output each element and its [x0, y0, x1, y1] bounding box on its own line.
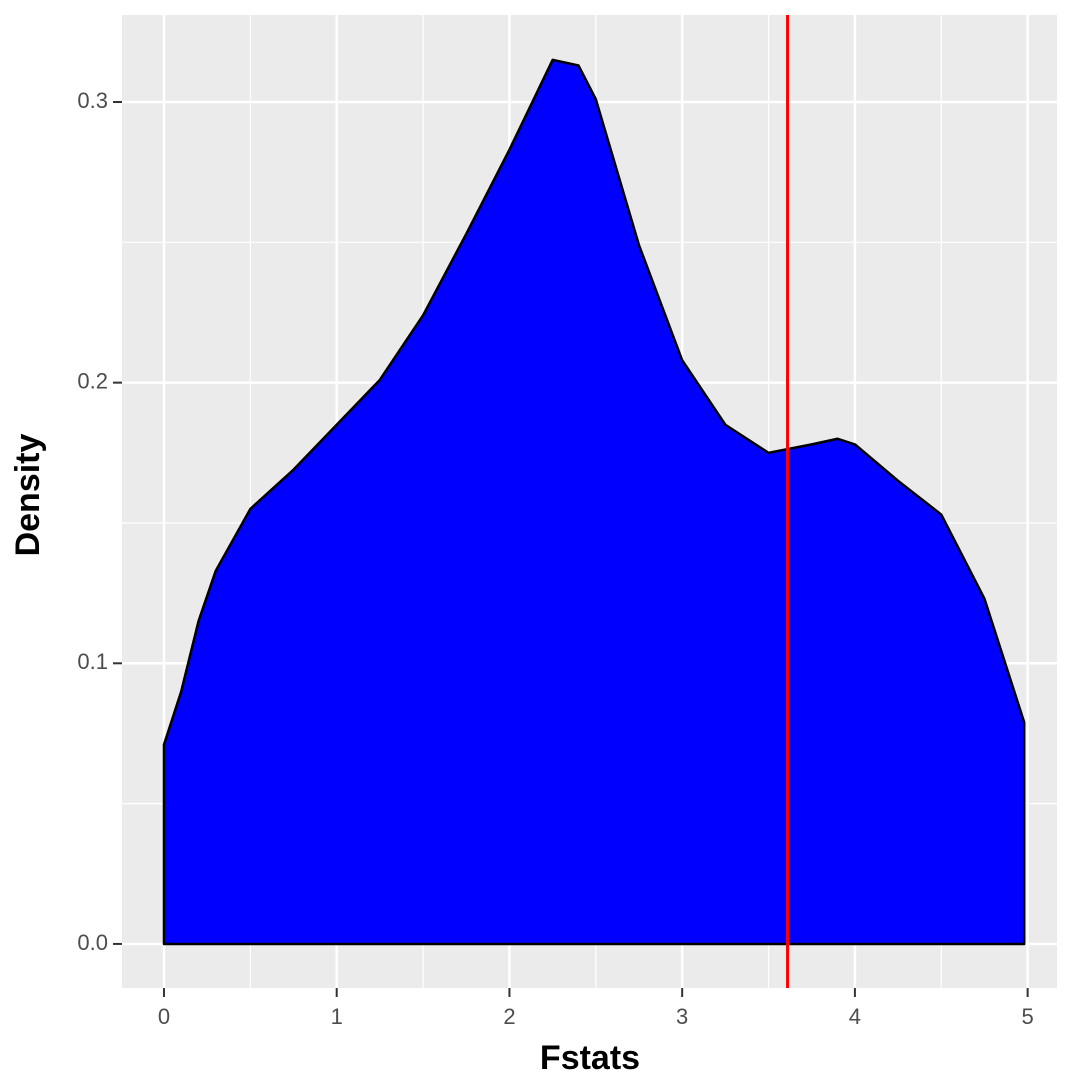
x-axis-title: Fstats: [540, 1039, 640, 1077]
y-tick-label: 0.2: [77, 368, 108, 393]
x-tick-label: 0: [158, 1004, 170, 1029]
y-axis-title: Density: [9, 434, 47, 557]
x-tick-label: 1: [331, 1004, 343, 1029]
y-tick-label: 0.0: [77, 930, 108, 955]
x-tick-label: 5: [1022, 1004, 1034, 1029]
x-tick-label: 2: [503, 1004, 515, 1029]
y-tick-label: 0.3: [77, 88, 108, 113]
x-tick-label: 4: [849, 1004, 861, 1029]
x-tick-label: 3: [676, 1004, 688, 1029]
density-area: [162, 58, 1026, 946]
y-tick-label: 0.1: [77, 649, 108, 674]
